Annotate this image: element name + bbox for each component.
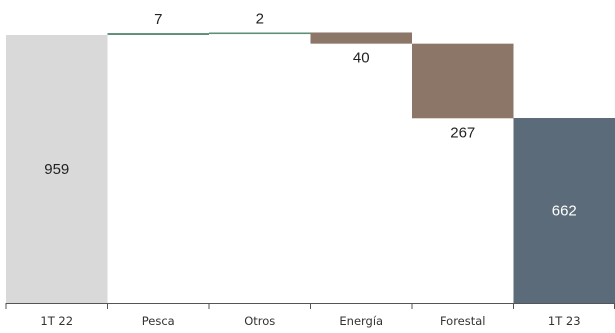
category-label-1t-22: 1T 22 xyxy=(40,314,73,328)
value-labels-group: 959 7 2 40 267 662 xyxy=(44,10,577,219)
value-label-1t-23: 662 xyxy=(552,202,577,219)
bar-1t-23 xyxy=(513,117,615,303)
bar-otros xyxy=(209,32,311,35)
value-label-otros: 2 xyxy=(256,10,264,27)
bar-1t-22 xyxy=(6,35,108,303)
category-label-otros: Otros xyxy=(244,314,275,328)
category-label-pesca: Pesca xyxy=(142,314,175,328)
category-label-forestal: Forestal xyxy=(440,314,486,328)
value-label-pesca: 7 xyxy=(154,11,162,28)
bar-energia xyxy=(310,32,412,44)
value-label-forestal: 267 xyxy=(450,124,475,141)
category-label-energia: Energía xyxy=(339,314,383,328)
value-label-1t-22: 959 xyxy=(44,161,69,178)
value-label-energia: 40 xyxy=(353,50,370,67)
bar-forestal xyxy=(412,43,514,119)
bars-group xyxy=(6,32,615,303)
bar-pesca xyxy=(107,33,209,35)
x-axis xyxy=(5,303,615,309)
category-label-1t-23: 1T 23 xyxy=(548,314,581,328)
category-labels-group: 1T 22 Pesca Otros Energía Forestal 1T 23 xyxy=(40,314,580,328)
